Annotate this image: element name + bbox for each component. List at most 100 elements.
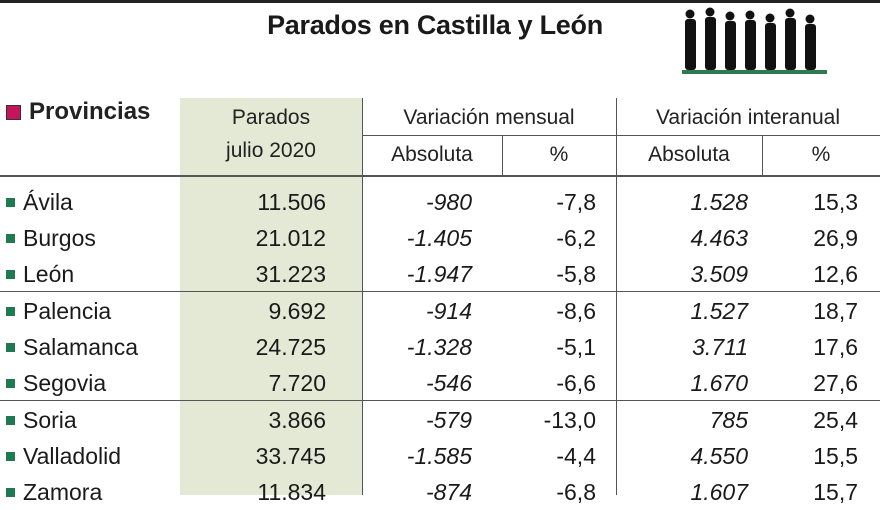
provincia-cell: Ávila bbox=[6, 184, 73, 220]
top-rule bbox=[0, 0, 880, 3]
interanual-abs-cell: 3.509 bbox=[690, 261, 748, 287]
parados-cell: 24.725 bbox=[255, 334, 326, 360]
row-marker-icon bbox=[6, 233, 15, 243]
interanual-abs-cell: 1.607 bbox=[690, 479, 748, 505]
mensual-abs-cell: -1.585 bbox=[406, 443, 472, 469]
mensual-pct-cell: -8,6 bbox=[556, 298, 596, 324]
group-rule-1 bbox=[0, 291, 880, 292]
mensual-abs-cell: -1.328 bbox=[406, 334, 472, 360]
mensual-pct-cell: -4,4 bbox=[556, 443, 596, 469]
row-marker-icon bbox=[6, 378, 15, 388]
parados-column-background bbox=[180, 98, 362, 495]
parados-cell: 11.506 bbox=[257, 189, 326, 215]
interanual-abs-cell: 4.550 bbox=[690, 443, 748, 469]
provincia-name: Soria bbox=[23, 407, 77, 433]
table-row: Ávila 11.506 -980 -7,8 1.528 15,3 bbox=[0, 184, 880, 220]
interanual-pct-cell: 15,5 bbox=[813, 443, 858, 469]
interanual-pct-cell: 12,6 bbox=[813, 261, 858, 287]
col-divider-mensual bbox=[502, 135, 503, 175]
provincias-header-label: Provincias bbox=[29, 98, 151, 125]
mensual-abs-cell: -546 bbox=[425, 370, 472, 396]
parados-header-line2: julio 2020 bbox=[226, 139, 316, 162]
row-marker-icon bbox=[6, 415, 15, 425]
mensual-pct-cell: -6,8 bbox=[556, 479, 596, 505]
legend-square-icon bbox=[6, 104, 21, 120]
interanual-pct-cell: 18,7 bbox=[813, 298, 858, 324]
interanual-pct-cell: 25,4 bbox=[813, 407, 858, 433]
mensual-abs-cell: -914 bbox=[425, 298, 472, 324]
chart-title: Parados en Castilla y León bbox=[267, 10, 603, 40]
interanual-pct-header: % bbox=[811, 143, 831, 166]
provincia-cell: Valladolid bbox=[6, 438, 121, 474]
variacion-interanual-header: Variación interanual bbox=[655, 106, 841, 129]
people-queue-icon bbox=[682, 7, 827, 74]
provincia-name: Segovia bbox=[23, 370, 107, 396]
interanual-pct-cell: 15,3 bbox=[813, 189, 858, 215]
provincia-name: Palencia bbox=[23, 298, 112, 324]
provincia-cell: León bbox=[6, 256, 74, 292]
provincia-cell: Palencia bbox=[6, 293, 111, 329]
provincia-cell: Zamora bbox=[6, 474, 102, 510]
mensual-abs-cell: -579 bbox=[425, 407, 472, 433]
provincia-cell: Burgos bbox=[6, 220, 96, 256]
interanual-pct-cell: 26,9 bbox=[813, 225, 858, 251]
table-row: Palencia 9.692 -914 -8,6 1.527 18,7 bbox=[0, 293, 880, 329]
col-divider-2 bbox=[616, 98, 617, 495]
interanual-abs-cell: 785 bbox=[709, 407, 748, 433]
interanual-abs-cell: 1.528 bbox=[690, 189, 748, 215]
row-marker-icon bbox=[6, 451, 15, 461]
parados-cell: 3.866 bbox=[268, 407, 326, 433]
mensual-pct-cell: -7,8 bbox=[556, 189, 596, 215]
mensual-abs-cell: -874 bbox=[425, 479, 472, 505]
table-row: Soria 3.866 -579 -13,0 785 25,4 bbox=[0, 402, 880, 438]
row-marker-icon bbox=[6, 197, 15, 207]
parados-cell: 33.745 bbox=[255, 443, 326, 469]
mensual-pct-header: % bbox=[549, 143, 569, 166]
row-marker-icon bbox=[6, 342, 15, 352]
mensual-pct-cell: -5,8 bbox=[556, 261, 596, 287]
provincia-name: Valladolid bbox=[23, 443, 122, 469]
mensual-pct-cell: -6,2 bbox=[556, 225, 596, 251]
provincia-name: Ávila bbox=[23, 189, 73, 215]
provincia-cell: Soria bbox=[6, 402, 77, 438]
parados-cell: 7.720 bbox=[268, 370, 326, 396]
interanual-pct-cell: 17,6 bbox=[813, 334, 858, 360]
interanual-absoluta-header: Absoluta bbox=[648, 143, 730, 166]
mensual-abs-cell: -1.405 bbox=[406, 225, 472, 251]
mensual-pct-cell: -13,0 bbox=[543, 407, 596, 433]
provincia-name: Zamora bbox=[23, 479, 103, 505]
parados-cell: 21.012 bbox=[255, 225, 326, 251]
col-divider-1 bbox=[362, 98, 363, 495]
parados-cell: 11.834 bbox=[257, 479, 326, 505]
parados-cell: 31.223 bbox=[255, 261, 326, 287]
mensual-abs-cell: -980 bbox=[425, 189, 472, 215]
row-marker-icon bbox=[6, 487, 15, 497]
parados-header-line1: Parados bbox=[231, 106, 311, 129]
interanual-abs-cell: 1.527 bbox=[690, 298, 748, 324]
col-divider-interanual bbox=[762, 135, 763, 175]
table-row: León 31.223 -1.947 -5,8 3.509 12,6 bbox=[0, 256, 880, 292]
provincia-name: Salamanca bbox=[23, 334, 139, 360]
provincia-cell: Salamanca bbox=[6, 329, 138, 365]
mensual-absoluta-header: Absoluta bbox=[391, 143, 473, 166]
mensual-abs-cell: -1.947 bbox=[406, 261, 472, 287]
table-row: Valladolid 33.745 -1.585 -4,4 4.550 15,5 bbox=[0, 438, 880, 474]
provincia-cell: Segovia bbox=[6, 365, 106, 401]
table-row: Zamora 11.834 -874 -6,8 1.607 15,7 bbox=[0, 474, 880, 510]
header-rule bbox=[0, 175, 880, 177]
table-row: Segovia 7.720 -546 -6,6 1.670 27,6 bbox=[0, 365, 880, 401]
parados-cell: 9.692 bbox=[268, 298, 326, 324]
provincia-name: León bbox=[23, 261, 75, 287]
group-rule-2 bbox=[0, 400, 880, 401]
provincias-header: Provincias bbox=[6, 98, 150, 126]
mensual-pct-cell: -6,6 bbox=[556, 370, 596, 396]
interanual-abs-cell: 3.711 bbox=[692, 334, 748, 360]
interanual-pct-cell: 27,6 bbox=[813, 370, 858, 396]
row-marker-icon bbox=[6, 306, 15, 316]
mensual-pct-cell: -5,1 bbox=[556, 334, 596, 360]
header-subdivider bbox=[362, 135, 880, 136]
table-row: Salamanca 24.725 -1.328 -5,1 3.711 17,6 bbox=[0, 329, 880, 365]
row-marker-icon bbox=[6, 269, 15, 279]
variacion-mensual-header: Variación mensual bbox=[403, 106, 575, 129]
interanual-abs-cell: 4.463 bbox=[690, 225, 748, 251]
